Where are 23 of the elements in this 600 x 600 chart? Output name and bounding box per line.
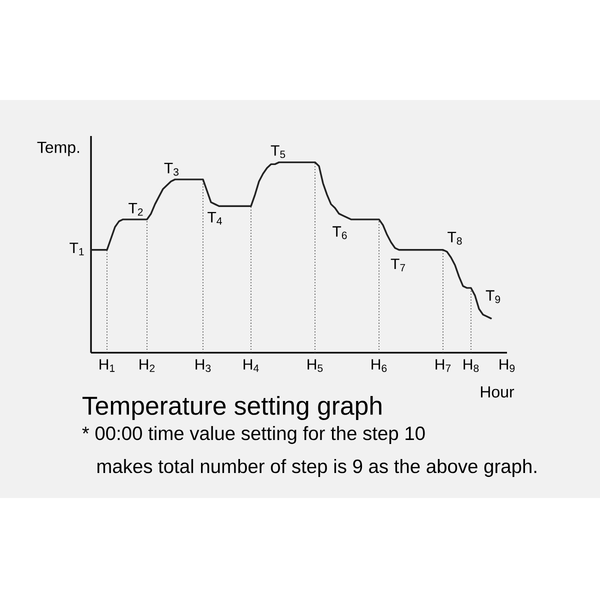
annotation: T$_{8}$ [448, 232, 462, 245]
x-tick-label: H$_{2}$ [140, 359, 155, 372]
x-tick-label: H$_{5}$ [308, 359, 323, 372]
x-tick-label: H$_{9}$ [500, 359, 515, 372]
x-tick-label: H$_{7}$ [436, 359, 451, 372]
annotation: T$_{2}$ [128, 202, 143, 216]
y-axis-title: Temp. [37, 142, 80, 156]
text: makes total number of step is 9 as the above graph. [97, 459, 536, 477]
x-tick-label: H$_{6}$ [372, 359, 387, 372]
annotation: T$_{3}$ [164, 162, 178, 176]
text: T$_{1}$ [70, 242, 84, 256]
text: T$_{5}$ [270, 145, 286, 158]
x-tick-label: H$_{1}$ [100, 359, 115, 372]
annotation: T$_{6}$ [332, 226, 347, 240]
text: Temperature setting graph [82, 396, 382, 420]
annotation: T$_{4}$ [208, 212, 222, 225]
x-tick-label: H$_{8}$ [464, 359, 479, 372]
x-tick-label: H$_{4}$ [244, 359, 259, 372]
x-tick-label: H$_{3}$ [196, 359, 211, 372]
annotation: T$_{9}$ [486, 290, 500, 304]
x-axis-title: Hour [480, 386, 514, 398]
annotation: T$_{7}$ [390, 258, 406, 272]
text: * 00:00 time value setting for the step 10 [82, 426, 425, 444]
